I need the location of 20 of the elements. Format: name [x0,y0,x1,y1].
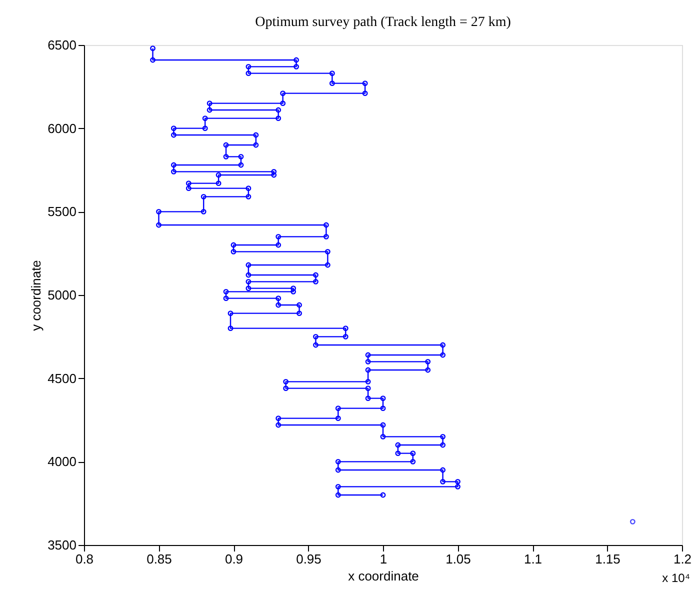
x-tick-label: 0.85 [146,552,172,566]
x-tick-label: 0.95 [296,552,322,566]
chart-title: Optimum survey path (Track length = 27 km) [255,15,512,30]
x-axis-title: x coordinate [348,568,419,584]
x-tick-label: 1.1 [524,552,542,566]
y-tick-label: 3500 [48,538,76,552]
y-tick-label: 4000 [48,454,76,470]
x-tick-label: 1.15 [595,552,620,566]
y-tick-label: 5500 [48,204,76,220]
y-tick-label: 6000 [48,120,76,136]
y-tick-label: 6500 [48,38,76,52]
y-axis-title: y coordinate [28,260,44,331]
x-tick-label: 1.2 [673,552,692,566]
text: x 10⁴ [662,571,690,585]
x-tick-label: 1 [380,552,388,566]
y-tick-label: 5000 [48,288,76,302]
y-tick-label: 4500 [48,370,76,386]
x-tick-label: 1.05 [446,552,471,566]
x-tick-label: 0.8 [75,552,94,566]
x-tick-label: 0.9 [224,552,244,566]
